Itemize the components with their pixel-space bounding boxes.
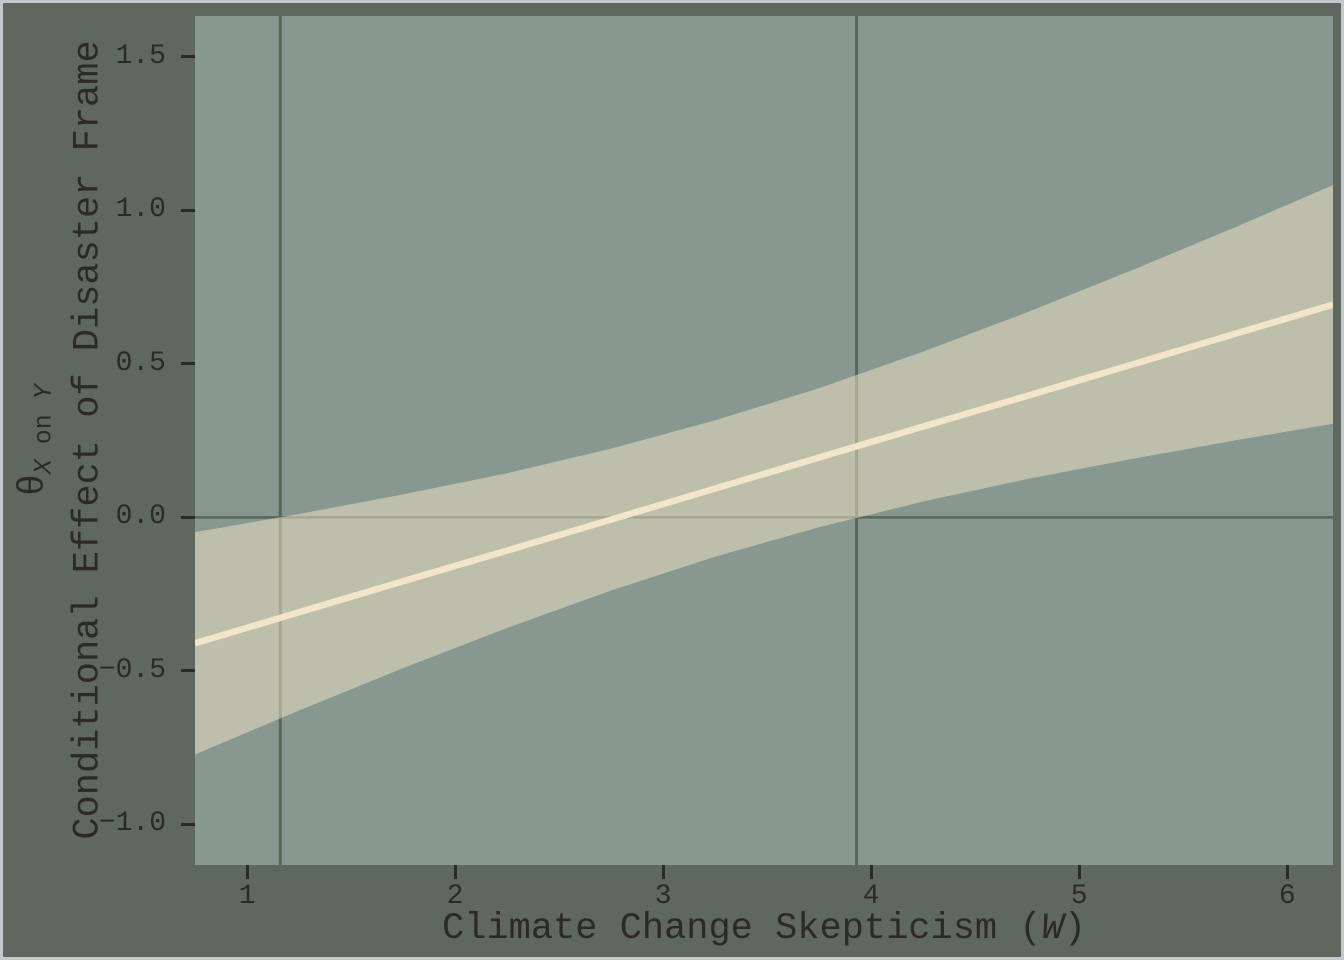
y-tick-label: 1.0 (115, 194, 166, 226)
x-tick-label: 6 (1278, 881, 1296, 912)
y-tick-mark (181, 55, 195, 59)
theta-sub-x: X (29, 459, 59, 475)
x-tick-mark (869, 865, 873, 879)
x-tick-mark (1077, 865, 1081, 879)
y-axis-label-main: Conditional Effect of Disaster Frame (67, 40, 110, 840)
y-tick-mark (181, 362, 195, 366)
x-axis-label-suffix: ) (1063, 908, 1086, 950)
y-axis-label-theta: θX on Y (12, 40, 65, 839)
x-tick-label: 3 (654, 881, 672, 912)
y-tick-mark (181, 822, 195, 826)
x-tick-mark (453, 865, 457, 879)
x-axis-label-text: Climate Change Skepticism ( (442, 908, 1042, 950)
y-axis-label: θX on Y Conditional Effect of Disaster F… (12, 40, 111, 839)
y-tick-label: 1.5 (115, 40, 166, 72)
y-tick-label: −0.5 (98, 654, 166, 686)
x-axis-label: Climate Change Skepticism (W) (195, 909, 1333, 949)
x-tick-mark (1285, 865, 1289, 879)
x-tick-label: 5 (1070, 881, 1088, 912)
confidence-band (195, 185, 1333, 755)
y-tick-label: 0.5 (115, 347, 166, 379)
plot-area (195, 16, 1333, 865)
y-tick-label: −1.0 (98, 808, 166, 840)
x-tick-mark (245, 865, 249, 879)
chart-canvas (195, 16, 1333, 865)
x-tick-label: 4 (862, 881, 880, 912)
y-tick-mark (181, 208, 195, 212)
x-tick-label: 1 (238, 881, 256, 912)
y-tick-mark (181, 669, 195, 673)
y-tick-mark (181, 515, 195, 519)
theta-sub-y: Y (29, 384, 59, 400)
x-axis-label-variable: W (1041, 908, 1064, 950)
conditional-effect-line (195, 301, 1333, 647)
x-tick-label: 2 (446, 881, 464, 912)
theta-sub-on: on (29, 399, 59, 460)
theta-symbol: θ (12, 474, 54, 496)
y-tick-label: 0.0 (115, 501, 166, 533)
x-tick-mark (661, 865, 665, 879)
